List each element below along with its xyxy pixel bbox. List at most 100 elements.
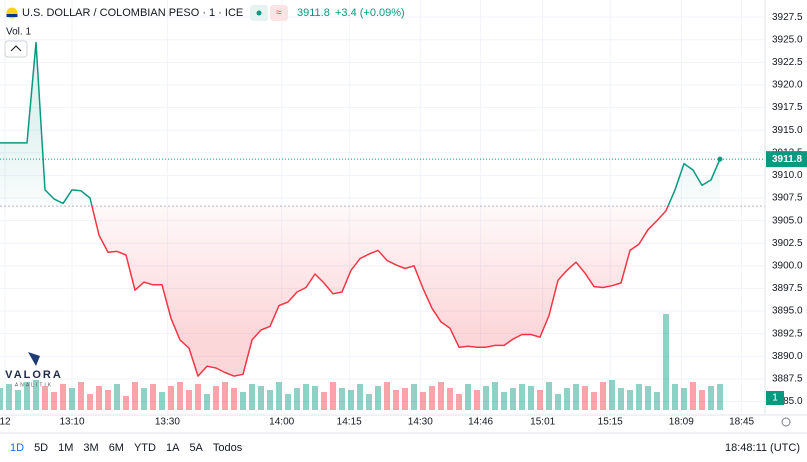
volume-bar: [150, 384, 156, 410]
y-tick-label: 3927.5: [772, 12, 803, 23]
settings-icon[interactable]: [781, 417, 791, 427]
y-tick-label: 3925.0: [772, 34, 803, 45]
y-tick-label: 3900.0: [772, 260, 803, 271]
status-dot: [256, 10, 262, 16]
price-badge-label: 3911.8: [772, 154, 802, 165]
volume-bar: [141, 388, 147, 410]
flag-icon: [6, 14, 18, 17]
volume-bar: [87, 394, 93, 410]
volume-bar: [537, 390, 543, 410]
volume-bar: [618, 388, 624, 410]
baseline-area: [0, 42, 720, 377]
range-button[interactable]: 1M: [58, 442, 73, 454]
volume-badge: [766, 391, 784, 405]
volume-bar: [456, 394, 462, 410]
delay-button[interactable]: [270, 5, 288, 21]
volume-bar: [159, 392, 165, 410]
range-button[interactable]: 3M: [83, 442, 98, 454]
volume-bar: [33, 380, 39, 410]
volume-bar: [609, 380, 615, 410]
range-button[interactable]: 1D: [10, 442, 24, 454]
range-button[interactable]: YTD: [134, 442, 156, 454]
volume-bar: [123, 396, 129, 410]
volume-bar: [294, 388, 300, 410]
volume-bar: [492, 382, 498, 410]
y-tick-label: 3907.5: [772, 193, 803, 204]
y-tick-label: 3890.0: [772, 351, 803, 362]
volume-bar: [393, 390, 399, 410]
x-tick-label: 13:30: [155, 417, 180, 428]
symbol-title: U.S. DOLLAR / COLOMBIAN PESO · 1 · ICE: [22, 7, 243, 19]
range-button[interactable]: 1A: [166, 442, 180, 454]
range-button[interactable]: Todos: [213, 442, 243, 454]
volume-bar: [213, 386, 219, 410]
volume-bar: [42, 386, 48, 410]
y-tick-label: 3910.0: [772, 170, 803, 181]
volume-bar: [510, 388, 516, 410]
y-tick-label: 3922.5: [772, 57, 803, 68]
x-tick-label: 14:15: [337, 417, 362, 428]
watermark-brand: VALORA: [5, 369, 63, 381]
volume-bar: [627, 390, 633, 410]
y-tick-label: 3905.0: [772, 215, 803, 226]
volume-bar: [501, 392, 507, 410]
volume-bar: [654, 392, 660, 410]
volume-bar: [582, 386, 588, 410]
volume-bar: [51, 392, 57, 410]
volume-bar: [591, 392, 597, 410]
volume-bar: [249, 384, 255, 410]
volume-bar: [195, 384, 201, 410]
volume-bar: [699, 390, 705, 410]
price-change: +3.4 (+0.09%): [335, 7, 405, 19]
volume-bar: [645, 386, 651, 410]
volume-bar: [78, 382, 84, 410]
volume-bar: [204, 394, 210, 410]
volume-bar: [69, 388, 75, 410]
collapse-button[interactable]: [4, 40, 28, 58]
x-tick-label: 15:01: [530, 417, 555, 428]
volume-bar: [672, 384, 678, 410]
y-tick-label: 3897.5: [772, 283, 803, 294]
volume-bar: [519, 384, 525, 410]
volume-bar: [60, 384, 66, 410]
x-tick-label: 14:00: [269, 417, 294, 428]
watermark-sub: ANALITIK: [15, 382, 53, 388]
x-tick-label: 18:09: [669, 417, 694, 428]
x-tick-label: 13:10: [59, 417, 84, 428]
volume-bar: [105, 390, 111, 410]
volume-bar: [384, 382, 390, 410]
volume-bar: [0, 388, 3, 410]
price-badge: [766, 151, 807, 168]
volume-bar: [429, 386, 435, 410]
x-tick-label: 14:30: [408, 417, 433, 428]
volume-bar: [375, 386, 381, 410]
volume-bar: [15, 390, 21, 410]
volume-bar: [240, 392, 246, 410]
volume-bar: [636, 384, 642, 410]
volume-badge-label: 1: [772, 393, 778, 404]
volume-bar: [267, 390, 273, 410]
y-tick-label: 3887.5: [772, 373, 803, 384]
volume-bar: [321, 392, 327, 410]
range-button[interactable]: 6M: [109, 442, 124, 454]
range-button[interactable]: 5D: [34, 442, 48, 454]
y-tick-label: 3917.5: [772, 102, 803, 113]
volume-bar: [303, 384, 309, 410]
volume-bar: [483, 386, 489, 410]
x-tick-label: 12: [0, 417, 11, 428]
volume-legend: Vol. 1: [6, 27, 31, 38]
collapse-icon: [10, 45, 22, 52]
volume-bar: [357, 384, 363, 410]
y-tick-label: 3892.5: [772, 328, 803, 339]
volume-bar: [447, 388, 453, 410]
volume-bar: [276, 382, 282, 410]
volume-bar: [348, 390, 354, 410]
volume-bar: [186, 390, 192, 410]
volume-bar: [132, 382, 138, 410]
volume-bar: [708, 386, 714, 410]
y-tick-label: 3915.0: [772, 125, 803, 136]
volume-bar: [96, 386, 102, 410]
range-button[interactable]: 5A: [189, 442, 203, 454]
